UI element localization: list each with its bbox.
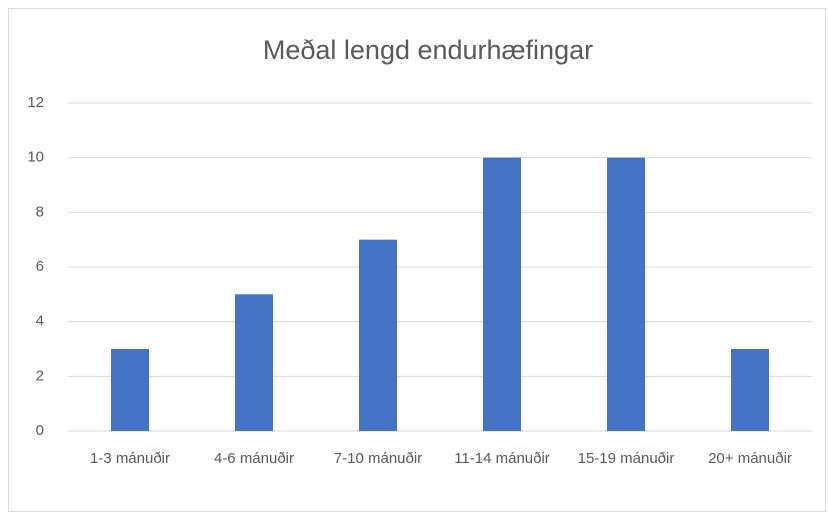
bar [235, 294, 273, 431]
y-tick-label: 4 [36, 313, 44, 330]
x-tick-label: 15-19 mánuðir [578, 450, 675, 467]
y-tick-label: 6 [36, 258, 44, 275]
y-tick-label: 8 [36, 203, 44, 220]
chart-title: Meðal lengd endurhæfingar [263, 35, 593, 65]
y-tick-label: 0 [36, 422, 44, 439]
x-tick-label: 7-10 mánuðir [334, 450, 422, 467]
y-tick-label: 2 [36, 367, 44, 384]
y-tick-label: 12 [27, 94, 44, 111]
bar [359, 239, 397, 431]
x-tick-label: 11-14 mánuðir [454, 450, 550, 467]
x-tick-label: 1-3 mánuðir [90, 450, 170, 467]
bar [111, 349, 149, 431]
y-tick-label: 10 [27, 149, 44, 166]
bar [483, 157, 521, 431]
chart-border [8, 8, 826, 512]
x-tick-label: 20+ mánuðir [708, 450, 792, 467]
bar [731, 349, 769, 431]
x-tick-label: 4-6 mánuðir [214, 450, 294, 467]
bar [607, 157, 645, 431]
